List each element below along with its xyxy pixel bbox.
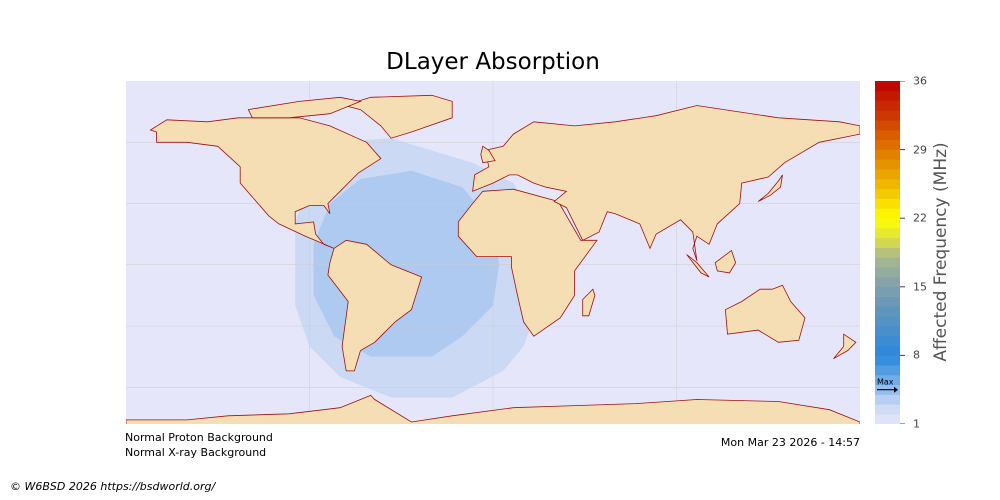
landmass-greenland — [342, 94, 453, 139]
colorbar-band — [875, 355, 900, 366]
landmass-madagascar — [582, 288, 596, 317]
colorbar-tick: 36 — [913, 74, 927, 88]
max-marker-label: Max — [877, 378, 894, 387]
colorbar-band — [875, 130, 900, 141]
colorbar-band — [875, 198, 900, 209]
landmass-north-america — [149, 117, 382, 249]
colorbar-band — [875, 335, 900, 346]
colorbar-band — [875, 81, 900, 92]
colorbar-label: Affected Frequency (MHz) — [931, 142, 951, 362]
colorbar-tick: 8 — [913, 348, 920, 362]
landmass-eurasia — [472, 105, 860, 261]
colorbar-band — [875, 345, 900, 356]
colorbar-band — [875, 237, 900, 248]
landmass-great-britain — [480, 145, 496, 164]
colorbar-band — [875, 296, 900, 307]
landmass-antarctica — [126, 394, 860, 424]
colorbar-band — [875, 267, 900, 278]
colorbar-band — [875, 90, 900, 101]
colorbar-band — [875, 277, 900, 288]
colorbar-band — [875, 208, 900, 219]
colorbar-band — [875, 159, 900, 170]
colorbar-band — [875, 316, 900, 327]
colorbar: Max — [875, 81, 905, 424]
colorbar-band — [875, 375, 900, 386]
colorbar-band — [875, 110, 900, 121]
colorbar-band — [875, 139, 900, 150]
colorbar-band — [875, 286, 900, 297]
copyright: © W6BSD 2026 https://bsdworld.org/ — [10, 480, 216, 493]
landmass-arctic-islands — [247, 96, 362, 119]
map-title: DLayer Absorption — [386, 49, 600, 75]
colorbar-band — [875, 218, 900, 229]
colorbar-band — [875, 247, 900, 258]
timestamp: Mon Mar 23 2026 - 14:57 — [720, 436, 860, 449]
colorbar-band — [875, 326, 900, 337]
landmass-borneo — [714, 249, 737, 274]
colorbar-tick: 15 — [913, 280, 927, 294]
colorbar-band — [875, 404, 900, 415]
colorbar-band — [875, 394, 900, 405]
colorbar-band — [875, 414, 900, 424]
landmass-new-zealand — [833, 333, 857, 360]
landmass-africa — [457, 188, 598, 337]
proton-status: Normal Proton Background — [125, 431, 273, 444]
colorbar-band — [875, 306, 900, 317]
colorbar-band — [875, 365, 900, 376]
colorbar-tick: 29 — [913, 143, 927, 157]
colorbar-band — [875, 257, 900, 268]
colorbar-band — [875, 169, 900, 180]
colorbar-band — [875, 179, 900, 190]
max-marker-arrowhead — [894, 386, 898, 393]
colorbar-band — [875, 188, 900, 199]
landmass-south-america — [327, 239, 423, 372]
colorbar-band — [875, 100, 900, 111]
colorbar-tick: 22 — [913, 211, 927, 225]
landmass-australia — [724, 284, 806, 343]
colorbar-tick: 1 — [913, 417, 920, 431]
colorbar-band — [875, 149, 900, 160]
landmass-sumatra — [686, 254, 710, 278]
landmass-japan — [757, 174, 783, 202]
colorbar-band — [875, 120, 900, 131]
world-map — [126, 81, 860, 424]
colorbar-band — [875, 228, 900, 239]
xray-status: Normal X-ray Background — [125, 446, 267, 459]
